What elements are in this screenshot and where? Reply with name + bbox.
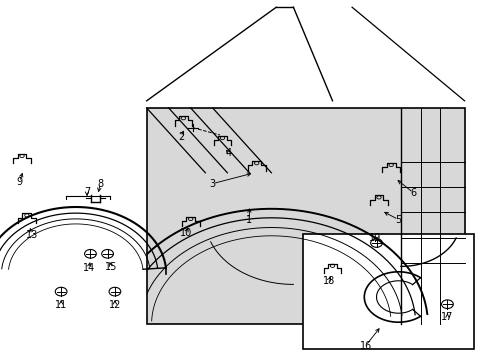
Text: 19: 19 bbox=[368, 233, 381, 243]
Text: 7: 7 bbox=[84, 186, 90, 197]
Text: 3: 3 bbox=[209, 179, 215, 189]
Text: 2: 2 bbox=[178, 132, 183, 142]
Text: 16: 16 bbox=[359, 341, 371, 351]
Text: 14: 14 bbox=[82, 263, 95, 273]
Text: 6: 6 bbox=[409, 188, 415, 198]
Text: 17: 17 bbox=[440, 312, 453, 322]
Text: 13: 13 bbox=[25, 230, 38, 240]
Text: 12: 12 bbox=[108, 300, 121, 310]
Text: 10: 10 bbox=[179, 228, 192, 238]
Text: 8: 8 bbox=[97, 179, 103, 189]
Bar bbox=[303, 234, 473, 349]
Bar bbox=[146, 108, 464, 324]
Text: 15: 15 bbox=[105, 262, 118, 272]
Text: 18: 18 bbox=[322, 276, 334, 286]
Text: 9: 9 bbox=[17, 177, 22, 187]
Text: 1: 1 bbox=[246, 215, 252, 225]
Text: 11: 11 bbox=[55, 300, 67, 310]
Text: 4: 4 bbox=[225, 148, 231, 158]
Text: 5: 5 bbox=[395, 215, 401, 225]
